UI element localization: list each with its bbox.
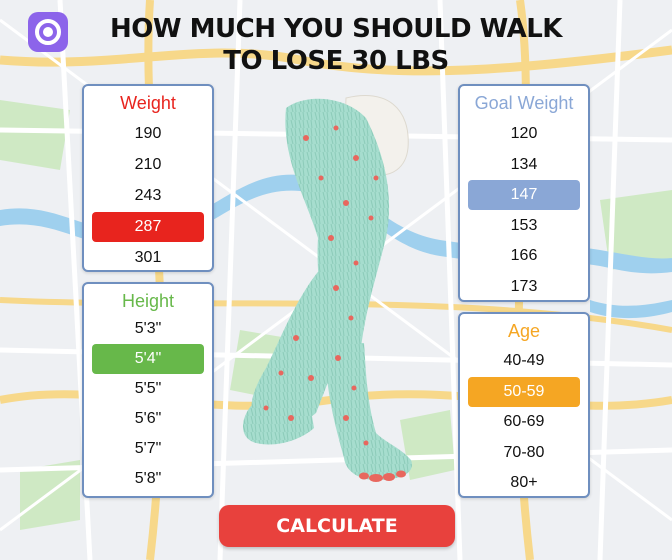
target-circle-icon (28, 12, 68, 52)
height-option-selected[interactable]: 5'4" (92, 344, 204, 374)
weight-option[interactable]: 243 (134, 187, 162, 204)
page-title-line1: HOW MUCH YOU SHOULD WALK (110, 14, 562, 44)
weight-option-selected[interactable]: 287 (92, 212, 204, 242)
calculate-button[interactable]: CALCULATE (219, 505, 455, 547)
goal-weight-option[interactable]: 134 (510, 155, 538, 173)
weight-option[interactable]: 210 (134, 156, 162, 173)
goal-weight-option[interactable]: 120 (510, 125, 538, 142)
goal-weight-title: Goal Weight (474, 93, 574, 113)
age-option-selected[interactable]: 50-59 (468, 376, 580, 407)
age-option[interactable]: 60-69 (503, 413, 545, 430)
age-option[interactable]: 70-80 (503, 443, 545, 461)
height-title: Height (121, 291, 175, 311)
weight-selector: Weight 190 210 243 287 301 (82, 84, 214, 272)
height-selector: Height 5'3" 5'4" 5'5" 5'6" 5'7" 5'8" (82, 282, 214, 498)
goal-weight-option[interactable]: 166 (510, 247, 538, 264)
goal-weight-option[interactable]: 173 (510, 277, 538, 295)
age-selector: Age 40-49 50-59 60-69 70-80 80+ (458, 312, 590, 498)
height-option[interactable]: 5'3" (134, 320, 162, 337)
goal-weight-option[interactable]: 153 (510, 216, 538, 234)
weight-option[interactable]: 301 (134, 249, 162, 266)
goal-weight-option-selected[interactable]: 147 (468, 180, 580, 210)
weight-title: Weight (120, 93, 176, 113)
height-option[interactable]: 5'8" (134, 470, 162, 487)
height-option[interactable]: 5'7" (134, 440, 162, 457)
age-title: Age (507, 321, 541, 341)
goal-weight-selector: Goal Weight 120 134 147 153 166 173 (458, 84, 590, 302)
page-title-line2: TO LOSE 30 LBS (223, 46, 449, 76)
height-option[interactable]: 5'6" (134, 410, 162, 427)
height-option[interactable]: 5'5" (134, 380, 162, 397)
age-option[interactable]: 40-49 (503, 352, 545, 369)
age-option[interactable]: 80+ (510, 474, 538, 491)
furry-legs-illustration (242, 94, 412, 482)
weight-option[interactable]: 190 (134, 125, 162, 142)
